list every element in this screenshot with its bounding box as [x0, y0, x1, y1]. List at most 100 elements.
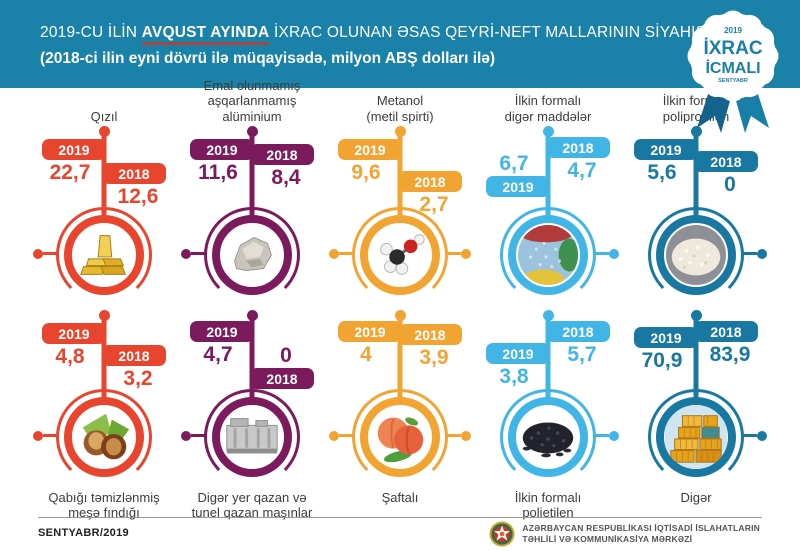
connector-dot-left: [33, 430, 58, 441]
product-circle: [360, 397, 440, 477]
value-2019: 4: [360, 343, 372, 366]
value-2019: 11,6: [198, 161, 238, 184]
badge-year: 2019: [724, 26, 742, 35]
outer-arc: [500, 207, 596, 303]
item-label: Metanol (metil spirti): [366, 93, 434, 124]
header: 2019-CU İLİN AVQUST AYINDA İXRAC OLUNAN …: [0, 0, 800, 88]
row-2: 2019 4,8 2018 3,2 Qabığı təmizl: [0, 308, 800, 521]
item-polyethylene: 2019 3,8 2018 5,7: [474, 308, 622, 521]
aluminium-nugget-icon: [234, 237, 272, 271]
product-circle: [656, 215, 736, 295]
year-pill-2018: 2018: [694, 321, 758, 342]
item-polypropylene: İlkin formalı polipropilen 2019 5,6 2018 0: [622, 90, 770, 303]
value-2019: 4,8: [55, 345, 85, 368]
year-pill-2019: 2019: [338, 139, 402, 160]
connector-dot-right: [594, 248, 619, 259]
year-pill-2019: 2019: [190, 321, 254, 342]
footer-organization: AZƏRBAYCAN RESPUBLİKASI İQTİSADİ İSLAHAT…: [489, 521, 760, 547]
page-title: 2019-CU İLİN AVQUST AYINDA İXRAC OLUNAN …: [40, 24, 800, 45]
peaches-icon: [377, 417, 424, 463]
title-suffix: İXRAC OLUNAN ƏSAS QEYRİ-NEFT MALLARININ …: [269, 24, 711, 41]
item-peaches: 2019 4 2018 3,9 Şaftal: [326, 308, 474, 521]
badge-title-line2: İCMALI: [705, 59, 760, 77]
item-hazelnuts: 2019 4,8 2018 3,2 Qabığı təmizl: [30, 308, 178, 521]
item-label: Qızıl: [90, 108, 118, 124]
product-circle: [656, 397, 736, 477]
year-pill-2018: 2018: [250, 368, 314, 390]
year-pill-2019: 2019: [634, 139, 698, 160]
gold-bars-icon: [80, 235, 127, 275]
item-tunneling-machines: 2019 4,7 2018 0: [178, 308, 326, 521]
value-2019: 5,6: [647, 161, 677, 184]
badge-month: SENTYABR: [718, 78, 748, 84]
azerbaijan-emblem-icon: [489, 521, 515, 547]
value-2018: 4,7: [567, 159, 597, 182]
year-pill-2019: 2019: [486, 343, 550, 364]
year-pill-2018: 2018: [546, 321, 610, 342]
year-pill-2018: 2018: [102, 345, 166, 366]
tunneling-machine-icon: [226, 418, 278, 454]
export-review-badge: 2019 İXRAC İCMALI SENTYABR: [680, 6, 786, 140]
connector-dot-right: [446, 430, 471, 441]
product-circle: [64, 215, 144, 295]
product-circle: [508, 215, 588, 295]
page-subtitle: (2018-ci ilin eyni dövrü ilə müqayisədə,…: [40, 50, 496, 67]
item-other-primary-substances: İlkin formalı digər maddələr 2019 6,7 2018…: [474, 90, 622, 303]
containers-icon: [665, 406, 727, 468]
stem: [545, 131, 551, 217]
title-prefix: 2019-CU İLİN: [40, 24, 142, 41]
stem: [693, 131, 699, 217]
connector-dot-left: [329, 430, 354, 441]
item-label: Emal olunmamış aşqarlanmamış alüminium: [203, 78, 301, 124]
footer-divider: [38, 517, 762, 518]
value-2019: 4,7: [203, 343, 233, 366]
item-label: Digər yer qazan və tunel qazan maşınlar: [191, 490, 313, 521]
outer-arc: [352, 207, 448, 303]
outer-arc: [204, 389, 300, 485]
year-pill-2018: 2018: [694, 151, 758, 172]
value-2019: 70,9: [641, 349, 683, 372]
year-pill-2019: 2019: [190, 139, 254, 160]
value-2019: 6,7: [499, 152, 529, 175]
year-pill-2018: 2018: [398, 324, 462, 345]
outer-arc: [56, 207, 152, 303]
year-pill-2019: 2019: [42, 139, 106, 160]
value-2018: 83,9: [709, 343, 751, 366]
value-2018: 3,9: [419, 346, 449, 369]
methanol-molecule-icon: [380, 234, 425, 275]
year-pill-2019: 2019: [486, 176, 550, 198]
item-label: Digər: [680, 490, 712, 505]
connector-dot-left: [181, 248, 206, 259]
badge-title-line1: İXRAC: [703, 38, 762, 59]
item-label: Şaftalı: [381, 490, 419, 505]
value-2019: 9,6: [351, 161, 381, 184]
black-granules-icon: [522, 422, 574, 458]
rosette-seal-icon: 2019 İXRAC İCMALI SENTYABR: [687, 10, 779, 133]
value-2019: 3,8: [499, 365, 529, 388]
year-pill-2019: 2019: [42, 323, 106, 344]
value-2019: 22,7: [49, 161, 91, 184]
year-pill-2019: 2019: [634, 327, 698, 348]
item-label: Qabığı təmizlənmiş meşə fındığı: [48, 490, 160, 521]
value-2018: 5,7: [567, 343, 597, 366]
item-label: İlkin formalı polietilen: [514, 490, 582, 521]
year-pill-2019: 2019: [338, 321, 402, 342]
product-circle: [360, 215, 440, 295]
value-2018: 0: [724, 173, 736, 196]
value-2018: 0: [280, 344, 292, 367]
footer-date: SENTYABR/2019: [38, 527, 129, 539]
stem: [249, 315, 255, 399]
stem: [693, 315, 699, 399]
connector-dot-right: [742, 430, 767, 441]
value-2018: 8,4: [271, 166, 301, 189]
outer-arc: [648, 389, 744, 485]
item-methanol: Metanol (metil spirti) 2019 9,6 2018 2,7: [326, 90, 474, 303]
stem: [249, 131, 255, 217]
connector-dot-left: [181, 430, 206, 441]
item-gold: Qızıl 2019 22,7 2018 12,6: [30, 90, 178, 303]
year-pill-2018: 2018: [102, 163, 166, 184]
stem: [397, 315, 403, 399]
connector-dot-left: [33, 248, 58, 259]
value-2018: 12,6: [117, 185, 159, 208]
